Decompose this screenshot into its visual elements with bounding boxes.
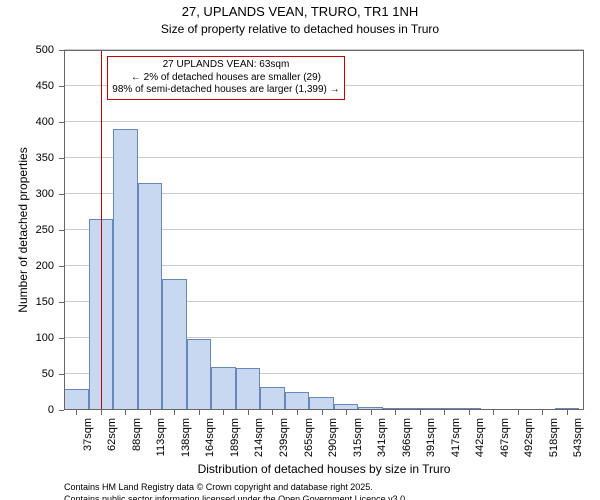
x-tick-label: 113sqm — [155, 418, 167, 468]
x-tick-label: 164sqm — [204, 418, 216, 468]
annotation-box: 27 UPLANDS VEAN: 63sqm← 2% of detached h… — [107, 56, 344, 100]
plot-area: 27 UPLANDS VEAN: 63sqm← 2% of detached h… — [64, 50, 584, 410]
x-tick-mark — [371, 410, 372, 415]
x-tick-label: 290sqm — [327, 418, 339, 468]
x-tick-label: 315sqm — [352, 418, 364, 468]
chart-title: 27, UPLANDS VEAN, TRURO, TR1 1NH — [0, 4, 600, 19]
x-tick-mark — [395, 410, 396, 415]
x-tick-mark — [469, 410, 470, 415]
footer-line-2: Contains public sector information licen… — [64, 494, 408, 500]
x-tick-label: 88sqm — [131, 418, 143, 468]
x-tick-mark — [420, 410, 421, 415]
x-tick-mark — [199, 410, 200, 415]
y-tick-label: 50 — [0, 368, 54, 380]
y-tick-mark — [59, 158, 64, 159]
x-tick-label: 341sqm — [376, 418, 388, 468]
chart-root: 27, UPLANDS VEAN, TRURO, TR1 1NH Size of… — [0, 0, 600, 500]
x-tick-mark — [567, 410, 568, 415]
x-tick-mark — [150, 410, 151, 415]
y-tick-mark — [59, 50, 64, 51]
plot-border — [64, 50, 584, 410]
y-tick-mark — [59, 302, 64, 303]
x-tick-mark — [174, 410, 175, 415]
x-tick-label: 467sqm — [499, 418, 511, 468]
x-tick-label: 265sqm — [303, 418, 315, 468]
y-tick-label: 200 — [0, 260, 54, 272]
x-tick-mark — [518, 410, 519, 415]
y-tick-label: 0 — [0, 404, 54, 416]
x-tick-label: 189sqm — [229, 418, 241, 468]
y-tick-label: 400 — [0, 116, 54, 128]
footer-line-1: Contains HM Land Registry data © Crown c… — [64, 482, 373, 492]
x-tick-mark — [76, 410, 77, 415]
y-tick-mark — [59, 122, 64, 123]
x-tick-label: 239sqm — [278, 418, 290, 468]
x-tick-mark — [125, 410, 126, 415]
y-tick-label: 500 — [0, 44, 54, 56]
y-tick-label: 100 — [0, 332, 54, 344]
x-tick-mark — [322, 410, 323, 415]
y-tick-mark — [59, 230, 64, 231]
x-tick-label: 391sqm — [425, 418, 437, 468]
y-tick-label: 300 — [0, 188, 54, 200]
y-tick-mark — [59, 194, 64, 195]
x-tick-mark — [346, 410, 347, 415]
annotation-line-1: 27 UPLANDS VEAN: 63sqm — [112, 59, 339, 72]
x-tick-mark — [297, 410, 298, 415]
x-tick-label: 417sqm — [450, 418, 462, 468]
x-tick-label: 62sqm — [106, 418, 118, 468]
x-tick-label: 366sqm — [401, 418, 413, 468]
x-tick-mark — [223, 410, 224, 415]
annotation-line-2: ← 2% of detached houses are smaller (29) — [112, 72, 339, 85]
annotation-line-3: 98% of semi-detached houses are larger (… — [112, 84, 339, 97]
y-tick-label: 350 — [0, 152, 54, 164]
x-tick-mark — [101, 410, 102, 415]
x-tick-label: 138sqm — [180, 418, 192, 468]
x-tick-label: 518sqm — [548, 418, 560, 468]
chart-subtitle: Size of property relative to detached ho… — [0, 22, 600, 36]
y-tick-mark — [59, 86, 64, 87]
y-tick-label: 450 — [0, 80, 54, 92]
y-tick-label: 250 — [0, 224, 54, 236]
y-tick-mark — [59, 338, 64, 339]
y-tick-mark — [59, 374, 64, 375]
x-tick-mark — [493, 410, 494, 415]
x-tick-label: 442sqm — [474, 418, 486, 468]
x-tick-mark — [542, 410, 543, 415]
x-tick-mark — [272, 410, 273, 415]
x-tick-mark — [444, 410, 445, 415]
y-tick-mark — [59, 410, 64, 411]
x-tick-mark — [248, 410, 249, 415]
x-tick-label: 543sqm — [572, 418, 584, 468]
y-tick-mark — [59, 266, 64, 267]
x-tick-label: 492sqm — [523, 418, 535, 468]
x-tick-label: 214sqm — [253, 418, 265, 468]
x-tick-label: 37sqm — [82, 418, 94, 468]
y-tick-label: 150 — [0, 296, 54, 308]
